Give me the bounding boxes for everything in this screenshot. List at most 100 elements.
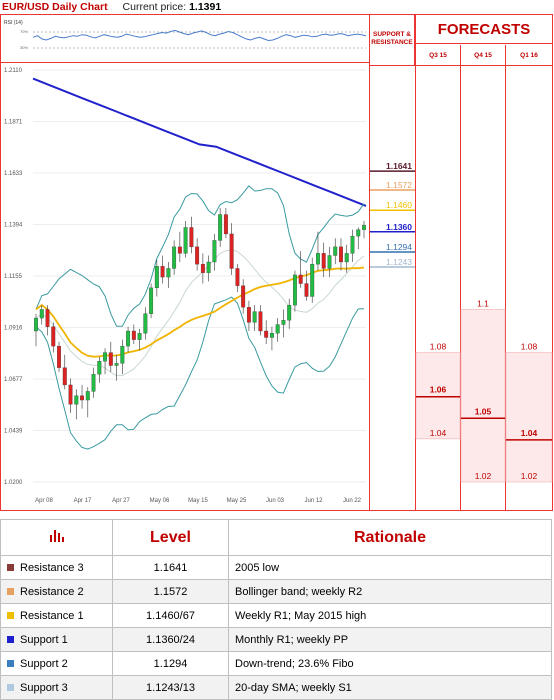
forecast-value-label: 1.06	[430, 385, 447, 395]
levels-table: Level Rationale Resistance 3 1.1641 2005…	[0, 519, 552, 700]
bar-chart-icon	[49, 530, 64, 542]
x-tick-label: Apr 27	[112, 498, 130, 504]
level-rationale: Monthly R1; weekly PP	[228, 627, 552, 652]
rsi-level-70: 70%	[20, 29, 28, 34]
level-value: 1.1360/24	[112, 627, 229, 652]
table-header-row: Level Rationale	[0, 519, 552, 556]
y-tick-label: 1.1394	[4, 222, 23, 228]
y-tick-label: 1.0916	[4, 326, 23, 332]
level-rationale: 20-day SMA; weekly S1	[228, 675, 552, 700]
candle-bearish	[339, 246, 343, 263]
candle-bullish	[356, 229, 361, 237]
sma-55-line	[35, 266, 365, 358]
y-tick-label: 1.0200	[4, 480, 23, 486]
forecast-value-label: 1.02	[521, 471, 538, 481]
candle-bullish	[362, 225, 366, 230]
forecast-range-bar	[415, 352, 461, 440]
candle-bullish	[137, 333, 142, 340]
candle-bullish	[39, 309, 44, 319]
y-tick-label: 1.1633	[4, 171, 23, 177]
level-name: Support 1	[20, 633, 68, 646]
candle-bearish	[177, 246, 182, 254]
candle-bullish	[154, 266, 159, 289]
x-tick-label: May 15	[188, 498, 208, 504]
x-tick-label: Jun 03	[266, 498, 285, 504]
current-price-label: Current price:	[122, 1, 187, 13]
level-name: Support 2	[20, 657, 68, 670]
level-name: Resistance 3	[20, 561, 84, 574]
chart-header: EUR/USD Daily Chart Current price: 1.139…	[0, 0, 370, 15]
rsi-level-30: 30%	[20, 45, 28, 50]
rsi-line	[32, 29, 367, 42]
candle-bearish	[45, 309, 50, 327]
candle-bullish	[327, 255, 332, 269]
candle-bullish	[212, 240, 217, 263]
bollinger-lower	[35, 296, 365, 450]
level-name: Resistance 1	[20, 609, 84, 622]
x-tick-label: May 06	[150, 498, 170, 504]
forecast-value-label: 1.02	[475, 471, 492, 481]
forecast-range-bar	[460, 309, 506, 483]
outer-frame	[0, 14, 553, 511]
candle-bearish	[235, 268, 240, 286]
forecast-value-label: 1.08	[430, 342, 447, 352]
candle-bearish	[108, 352, 113, 366]
level-value: 1.1460/67	[112, 603, 229, 628]
candle-bearish	[321, 253, 326, 269]
candle-bullish	[34, 317, 38, 332]
y-tick-label: 1.0677	[4, 377, 23, 383]
level-swatch	[7, 684, 14, 692]
table-row: Resistance 1 1.1460/67 Weekly R1; May 20…	[0, 603, 552, 628]
candle-bullish	[206, 261, 211, 273]
chart-title: EUR/USD Daily Chart	[2, 1, 108, 13]
level-swatch	[7, 564, 14, 572]
candle-bullish	[269, 333, 274, 338]
y-tick-label: 1.1155	[4, 274, 23, 280]
x-tick-label: May 25	[227, 498, 247, 504]
bollinger-upper	[35, 185, 365, 327]
y-tick-label: 1.1871	[4, 120, 23, 126]
candle-bearish	[68, 384, 73, 405]
candle-bullish	[103, 352, 108, 362]
forecast-value-label: 1.08	[521, 342, 538, 352]
chart-canvas: RSI (14) 70% 30% 1.2110 1.1871 1.1633 1.1394 1.…	[0, 14, 553, 511]
sr-level-label: 1.1572	[386, 180, 412, 190]
y-tick-label: 1.0439	[4, 428, 23, 434]
candle-bearish	[195, 246, 200, 265]
level-rationale: Down-trend; 23.6% Fibo	[228, 651, 552, 676]
candle-bearish	[80, 395, 84, 401]
level-value: 1.1243/13	[112, 675, 229, 700]
candle-bullish	[310, 263, 315, 297]
candle-bullish	[333, 246, 338, 256]
sr-level-label: 1.1460	[386, 200, 412, 210]
candle-bullish	[114, 363, 119, 366]
support-resistance-header: SUPPORT & RESISTANCE	[369, 14, 415, 66]
candle-bullish	[120, 345, 125, 364]
forecast-value-label: 1.1	[477, 298, 489, 308]
forecast-value-label: 1.04	[430, 428, 447, 438]
candle-bullish	[97, 361, 102, 375]
sr-level-label: 1.1243	[386, 257, 412, 267]
candle-bullish	[252, 311, 257, 323]
forecast-value-label: 1.05	[475, 406, 492, 416]
table-row: Resistance 2 1.1572 Bollinger band; week…	[0, 579, 552, 604]
candle-bullish	[344, 253, 349, 263]
candle-bearish	[189, 227, 194, 248]
candle-bullish	[316, 253, 320, 265]
candle-bearish	[131, 330, 136, 340]
table-row: Support 3 1.1243/13 20-day SMA; weekly S…	[0, 675, 552, 700]
candle-bearish	[241, 285, 246, 308]
forecast-range-bar	[505, 352, 553, 483]
candle-bearish	[264, 330, 269, 338]
candle-bullish	[292, 274, 297, 306]
x-tick-label: Apr 17	[74, 498, 92, 504]
candle-bullish	[149, 287, 154, 314]
forecasts-title: FORECASTS	[416, 14, 552, 44]
candle-bullish	[74, 395, 79, 405]
candle-bearish	[304, 283, 309, 297]
table-row: Support 2 1.1294 Down-trend; 23.6% Fibo	[0, 651, 552, 676]
level-rationale: Bollinger band; weekly R2	[228, 579, 552, 604]
current-price-value: 1.1391	[189, 1, 222, 13]
candle-bearish	[258, 311, 263, 332]
forecast-value-label: 1.04	[521, 428, 538, 438]
